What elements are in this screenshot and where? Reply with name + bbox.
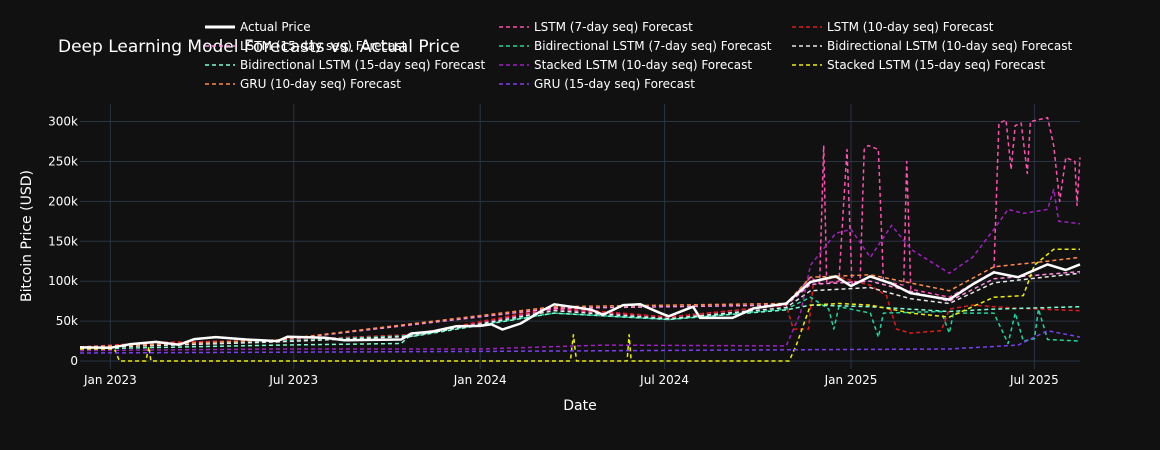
series-line xyxy=(79,276,1081,349)
x-tick-label: Jan 2025 xyxy=(824,373,878,387)
legend-label: Actual Price xyxy=(240,20,311,34)
legend-label: GRU (15-day seq) Forecast xyxy=(534,77,695,91)
x-tick-label: Jul 2025 xyxy=(1009,373,1059,387)
x-axis-title: Date xyxy=(563,398,596,414)
legend-label: Bidirectional LSTM (15-day seq) Forecast xyxy=(240,58,485,72)
legend-label: LSTM (10-day seq) Forecast xyxy=(827,20,994,34)
y-tick-label: 200k xyxy=(48,194,78,208)
x-tick-label: Jul 2023 xyxy=(268,373,318,387)
legend: Actual Price LSTM (7-day seq) Forecast LST… xyxy=(205,20,1072,91)
series-line xyxy=(79,304,1081,350)
grid-lines xyxy=(80,104,1080,369)
y-tick-label: 300k xyxy=(48,115,78,129)
x-tick-label: Jan 2024 xyxy=(453,373,507,387)
axis-ticks: 0 50k 100k 150k 200k 250k 300k Jan 2023 Jul 2023… xyxy=(48,115,1059,387)
chart-title: Deep Learning Model Forecasts vs. Actual… xyxy=(58,37,460,57)
series-line xyxy=(79,270,1081,349)
series-lines xyxy=(79,116,1081,362)
legend-label: GRU (10-day seq) Forecast xyxy=(240,77,401,91)
series-line xyxy=(79,256,1081,348)
series-line xyxy=(79,272,1081,349)
legend-label: Stacked LSTM (10-day seq) Forecast xyxy=(534,58,752,72)
x-tick-label: Jul 2024 xyxy=(639,373,689,387)
legend-label: Bidirectional LSTM (10-day seq) Forecast xyxy=(827,39,1072,53)
y-axis-title: Bitcoin Price (USD) xyxy=(19,170,35,302)
series-line xyxy=(79,263,1081,350)
legend-label: LSTM (15-day seq) Forecast xyxy=(240,39,407,53)
y-tick-label: 250k xyxy=(48,154,78,168)
y-tick-label: 0 xyxy=(70,354,78,368)
y-tick-label: 50k xyxy=(56,314,78,328)
legend-label: Stacked LSTM (15-day seq) Forecast xyxy=(827,58,1045,72)
y-tick-label: 150k xyxy=(48,234,78,248)
series-line xyxy=(79,329,1081,354)
y-tick-label: 100k xyxy=(48,274,78,288)
legend-label: Bidirectional LSTM (7-day seq) Forecast xyxy=(534,39,772,53)
series-line xyxy=(80,248,1080,362)
series-line xyxy=(79,296,1081,349)
series-line xyxy=(79,188,1081,352)
legend-label: LSTM (7-day seq) Forecast xyxy=(534,20,693,34)
x-tick-label: Jan 2023 xyxy=(83,373,137,387)
